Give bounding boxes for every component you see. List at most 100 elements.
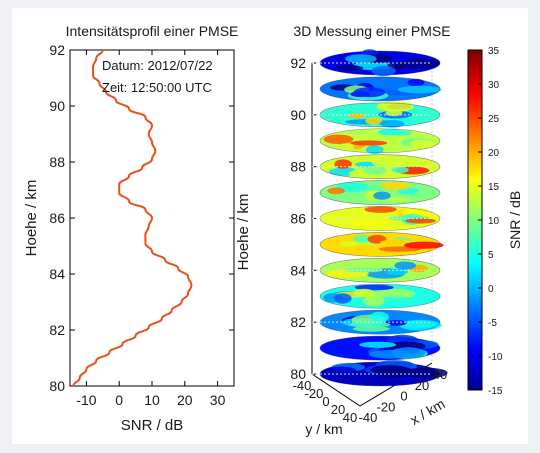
profile-y-tick-label: 86 <box>49 210 65 226</box>
figure-svg: Intensitätsprofil einer PMSE 80 82 84 86 88 9… <box>23 23 523 437</box>
z-tick-label: 92 <box>290 55 306 71</box>
x-tick-label: 20 <box>415 378 429 393</box>
3d-y-label: y / km <box>305 421 342 437</box>
slice-patch <box>365 145 384 155</box>
profile-x-tick-label: 30 <box>210 392 226 408</box>
profile-y-tick-label: 82 <box>49 322 65 338</box>
slice-patch <box>364 206 397 213</box>
z-tick-label: 80 <box>290 366 306 382</box>
slice-patch <box>337 143 355 151</box>
colorbar-tick-label: 15 <box>488 182 500 193</box>
slice-patch <box>373 191 391 200</box>
x-tick-label: 40 <box>433 367 447 382</box>
slice-patch <box>333 293 352 304</box>
slice-patch <box>399 58 441 69</box>
slice-patch <box>327 187 346 195</box>
y-tick-label: -20 <box>305 386 324 401</box>
colorbar-ticks: -15 -10 -5 0 5 10 15 20 25 30 35 <box>478 46 503 397</box>
profile-y-label: Hoehe / km <box>23 180 40 257</box>
slice-patch <box>353 234 371 243</box>
y-tick-label: -40 <box>293 378 312 393</box>
slice-patch <box>372 288 416 299</box>
annotation-date: Datum: 2012/07/22 <box>102 58 213 73</box>
slice-patch <box>387 268 408 276</box>
slice-patch <box>391 166 409 174</box>
slice-patch <box>380 181 411 191</box>
annotation-time: Zeit: 12:50:00 UTC <box>102 80 212 95</box>
slice-patch <box>339 241 362 247</box>
3d-x-label: x / km <box>407 395 447 428</box>
slice-87 <box>319 180 441 205</box>
slice-patch <box>371 158 390 167</box>
profile-y-tick-label: 90 <box>49 98 65 114</box>
slice-patch <box>352 325 390 332</box>
profile-y-ticks: 80 82 84 86 88 90 92 <box>49 42 234 394</box>
y-tick-label: 20 <box>331 402 345 417</box>
profile-series-line <box>72 50 193 386</box>
slice-80 <box>319 360 448 387</box>
z-tick-label: 90 <box>290 107 306 123</box>
slice-patch <box>391 347 426 358</box>
slice-patch <box>379 120 405 128</box>
slice-patch <box>345 54 377 64</box>
x-tick-label: -40 <box>359 410 378 425</box>
slice-patch <box>355 161 378 168</box>
slice-patch <box>369 311 389 323</box>
slice-patch <box>353 288 375 297</box>
slice-patch <box>348 113 366 119</box>
profile-x-tick-label: -10 <box>76 392 96 408</box>
slice-patch <box>403 241 444 249</box>
slice-patch <box>323 134 354 144</box>
slice-patch <box>337 181 368 193</box>
profile-y-tick-label: 92 <box>49 42 65 58</box>
colorbar-tick-label: -15 <box>488 386 503 397</box>
slice-patch <box>324 366 357 375</box>
3d-x-ticks: -40-20 0 20 40 <box>359 367 448 425</box>
slice-patch <box>362 295 385 307</box>
slice-patch <box>399 319 442 331</box>
slice-outline <box>319 180 441 205</box>
x-tick-label: 0 <box>400 389 407 404</box>
slice-outline <box>319 283 441 309</box>
slice-patch <box>346 267 383 273</box>
colorbar-tick-label: 30 <box>488 80 500 91</box>
slice-patch <box>348 322 391 328</box>
slice-81 <box>319 334 441 361</box>
slice-patch <box>397 85 442 94</box>
colorbar-tick-label: 5 <box>488 250 494 261</box>
3d-panel: 3D Messung einer PMSE 80 82 84 86 88 90 92 -40… <box>235 23 523 437</box>
colorbar-tick-label: 0 <box>488 284 494 295</box>
profile-panel: Intensitätsprofil einer PMSE 80 82 84 86 88 9… <box>23 23 238 434</box>
slice-patch <box>370 365 410 375</box>
colorbar-tick-label: 25 <box>488 114 500 125</box>
colorbar-tick-label: 20 <box>488 148 500 159</box>
x-tick-label: -20 <box>377 399 396 414</box>
slice-patch <box>371 65 396 77</box>
slice-patch <box>362 166 387 175</box>
figure-canvas: Intensitätsprofil einer PMSE 80 82 84 86 88 9… <box>12 8 528 444</box>
slice-outline <box>319 232 441 257</box>
3d-z-label: Hoehe / km <box>235 194 252 271</box>
slice-outline <box>319 76 441 102</box>
slice-patch <box>394 130 412 136</box>
profile-x-tick-label: 20 <box>177 392 193 408</box>
slice-patch <box>377 296 414 303</box>
3d-slices <box>319 49 448 387</box>
slice-patch <box>359 341 397 348</box>
slice-patch <box>409 140 436 148</box>
profile-x-tick-label: 10 <box>144 392 160 408</box>
profile-y-tick-label: 84 <box>49 266 65 282</box>
z-tick-label: 84 <box>290 262 306 278</box>
y-tick-label: 40 <box>343 410 357 425</box>
slice-patch <box>350 140 388 146</box>
slice-patch <box>405 218 436 224</box>
profile-title: Intensitätsprofil einer PMSE <box>66 23 239 39</box>
profile-x-label: SNR / dB <box>121 417 184 434</box>
slice-outline <box>319 128 441 154</box>
profile-x-tick-label: 0 <box>115 392 123 408</box>
colorbar-tick-label: 35 <box>488 46 500 57</box>
slice-91 <box>319 76 442 102</box>
slice-patch <box>351 219 388 226</box>
